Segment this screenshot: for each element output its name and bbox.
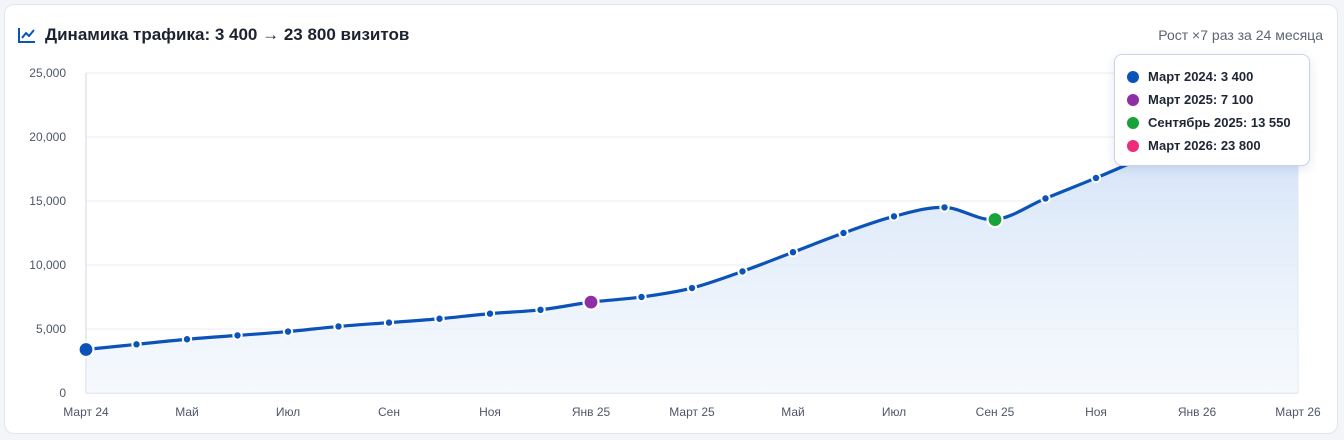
chart-title: Динамика трафика: 3 400 → 23 800 визитов <box>45 25 410 44</box>
legend-item: Март 2024: 3 400 <box>1127 65 1297 88</box>
highlight-point <box>582 293 600 311</box>
legend-dot-icon <box>1127 139 1139 152</box>
legend-label: Март 2026: 23 800 <box>1148 138 1261 153</box>
legend-item: Март 2026: 23 800 <box>1127 134 1297 157</box>
data-point <box>838 227 849 239</box>
chart-header: Динамика трафика: 3 400 → 23 800 визитов… <box>5 5 1337 65</box>
x-tick-label: Сен <box>378 405 400 419</box>
x-tick-label: Ноя <box>1085 405 1107 419</box>
legend-label: Март 2025: 7 100 <box>1148 92 1254 107</box>
legend-item: Сентябрь 2025: 13 550 <box>1127 111 1297 134</box>
data-point <box>434 313 445 324</box>
data-point <box>1040 193 1051 204</box>
chart-subtitle: Рост ×7 раз за 24 месяца <box>1158 27 1323 43</box>
y-tick-label: 5,000 <box>36 322 66 336</box>
data-point <box>333 321 344 332</box>
y-tick-label: 0 <box>59 386 66 400</box>
y-tick-label: 20,000 <box>29 130 66 144</box>
x-tick-label: Май <box>175 405 199 419</box>
area-fill <box>86 88 1298 394</box>
line-chart-icon <box>17 26 37 44</box>
data-point <box>888 211 900 222</box>
data-point <box>383 317 395 328</box>
data-point <box>232 330 243 341</box>
legend-label: Сентябрь 2025: 13 550 <box>1148 115 1291 130</box>
data-point <box>282 326 294 337</box>
data-point <box>787 247 799 258</box>
legend-dot-icon <box>1127 70 1139 83</box>
x-tick-label: Сен 25 <box>976 405 1015 419</box>
data-point <box>181 334 193 345</box>
data-point <box>939 202 950 213</box>
y-tick-label: 15,000 <box>29 194 66 208</box>
legend-item: Март 2025: 7 100 <box>1127 88 1297 111</box>
y-tick-label: 25,000 <box>29 66 66 80</box>
data-point <box>636 291 647 303</box>
x-tick-label: Март 25 <box>669 405 715 419</box>
x-tick-label: Янв 26 <box>1178 405 1217 419</box>
x-tick-label: Март 24 <box>63 405 109 419</box>
x-tick-label: Янв 25 <box>572 405 611 419</box>
data-point <box>131 339 142 350</box>
x-tick-label: Июл <box>882 405 906 419</box>
x-tick-label: Март 26 <box>1275 405 1321 419</box>
highlight-point <box>986 210 1004 229</box>
legend-dot-icon <box>1127 93 1139 106</box>
legend-label: Март 2024: 3 400 <box>1148 69 1254 84</box>
data-point <box>686 282 698 294</box>
data-point <box>1090 172 1102 184</box>
data-point <box>535 304 546 315</box>
legend-dot-icon <box>1127 116 1139 129</box>
x-tick-label: Июл <box>276 405 300 419</box>
y-tick-label: 10,000 <box>29 258 66 272</box>
x-tick-label: Ноя <box>479 405 501 419</box>
title-group: Динамика трафика: 3 400 → 23 800 визитов <box>17 25 409 45</box>
data-point <box>484 308 496 319</box>
x-tick-label: Май <box>781 405 805 419</box>
chart-legend: Март 2024: 3 400 Март 2025: 7 100 Сентябрь… <box>1114 54 1310 166</box>
data-point <box>737 266 748 277</box>
highlight-point <box>77 340 95 359</box>
